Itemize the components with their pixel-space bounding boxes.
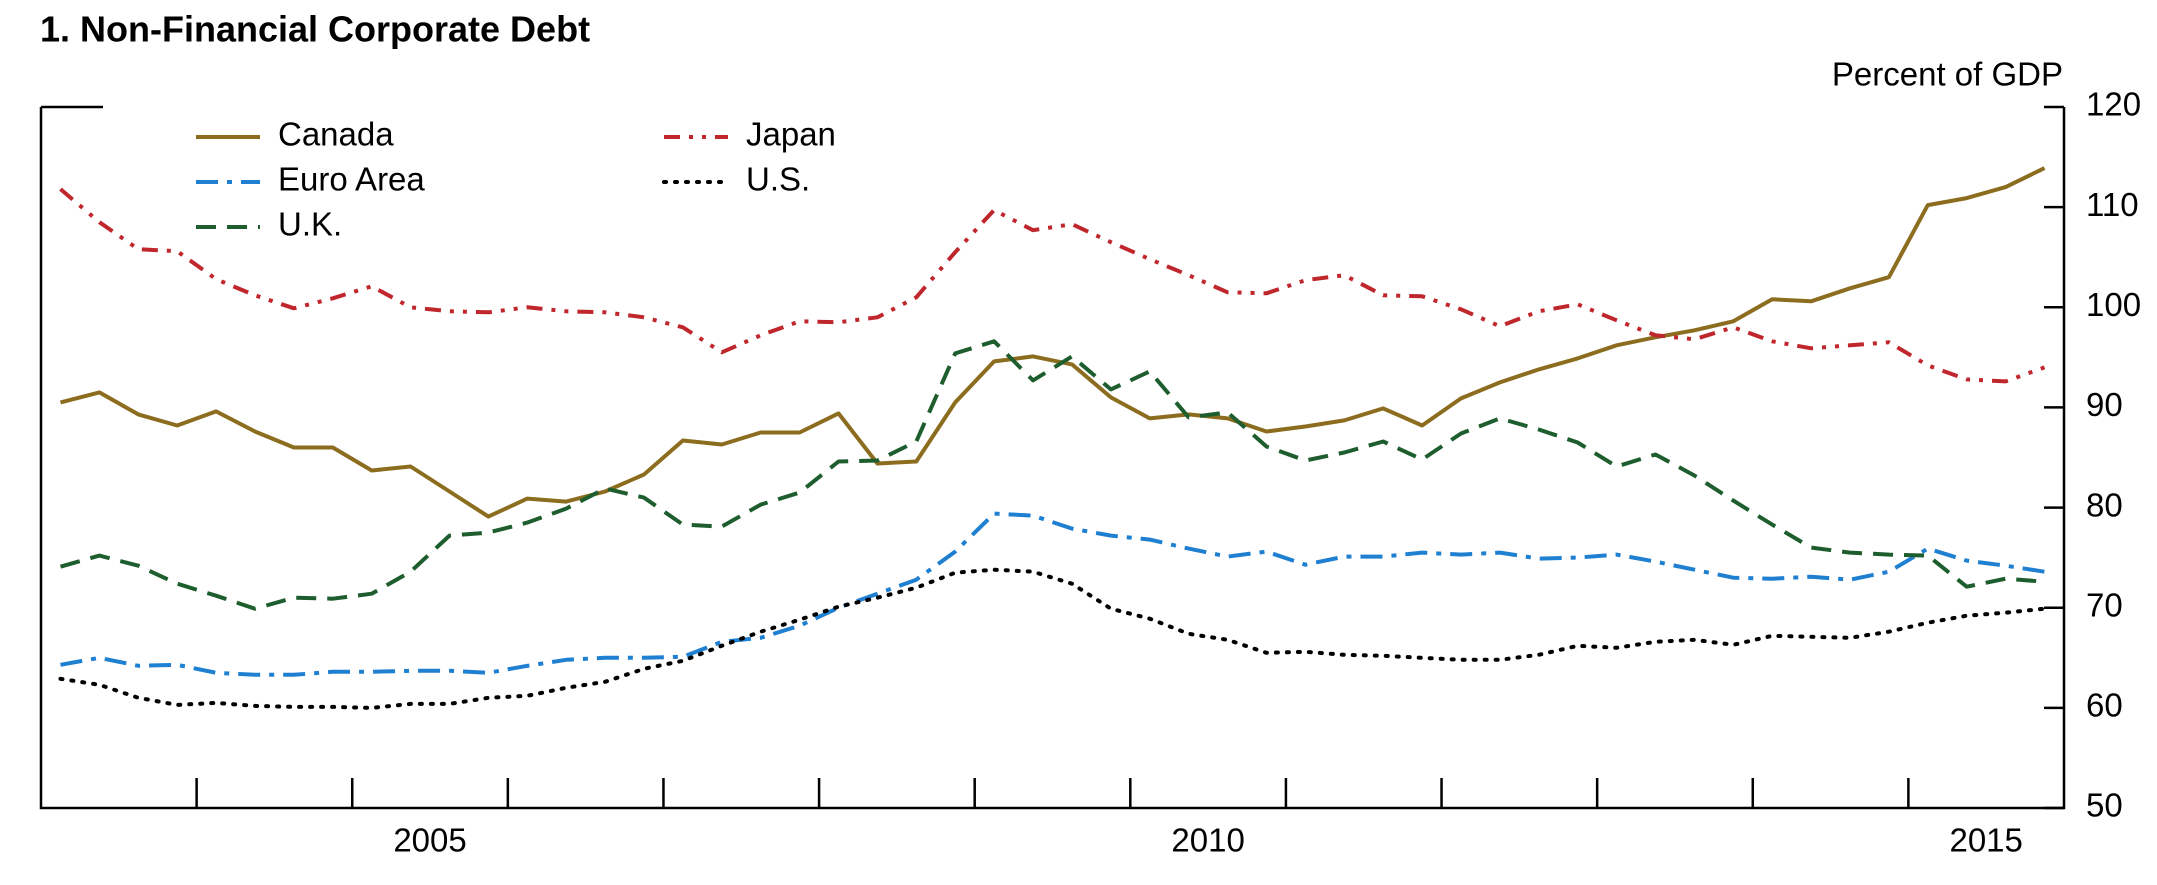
axis-frame bbox=[39, 107, 2066, 810]
y-tick-label: 50 bbox=[2086, 787, 2123, 824]
series-line bbox=[60, 166, 2046, 519]
series-line bbox=[59, 187, 2046, 384]
x-tick-label: 2005 bbox=[393, 822, 466, 859]
y-tick-label: 80 bbox=[2086, 486, 2123, 523]
legend-label: Canada bbox=[278, 116, 394, 153]
chart-title: 1. Non-Financial Corporate Debt bbox=[40, 9, 590, 50]
y-tick-label: 70 bbox=[2086, 586, 2123, 623]
x-tick-label: 2010 bbox=[1171, 822, 1244, 859]
legend-label: U.S. bbox=[746, 161, 810, 198]
legend-label: Japan bbox=[746, 116, 836, 153]
series-line bbox=[60, 511, 2045, 677]
x-tick-label: 2015 bbox=[1949, 822, 2022, 859]
y-tick-label: 100 bbox=[2086, 286, 2141, 323]
series-line bbox=[58, 567, 2047, 710]
y-tick-label: 60 bbox=[2086, 687, 2123, 724]
y-tick-label: 120 bbox=[2086, 86, 2141, 123]
y-axis-label: Percent of GDP bbox=[1832, 56, 2063, 93]
y-tick-label: 110 bbox=[2086, 186, 2139, 223]
legend-label: Euro Area bbox=[278, 161, 425, 198]
y-tick-label: 90 bbox=[2086, 386, 2123, 423]
legend-label: U.K. bbox=[278, 206, 342, 243]
series-line bbox=[59, 339, 2045, 611]
